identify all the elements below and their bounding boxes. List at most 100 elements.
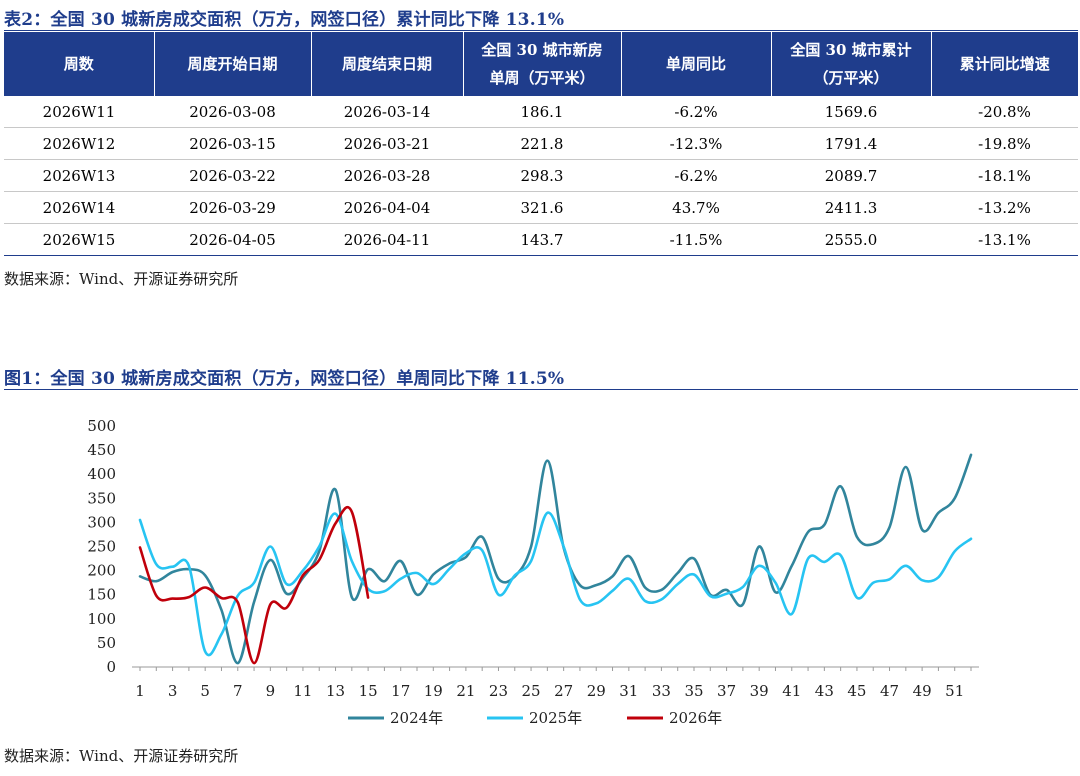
table-header-cell: 周度开始日期: [154, 32, 312, 96]
x-tick-label: 37: [717, 682, 736, 700]
table-cell: 2026W15: [4, 223, 154, 256]
x-tick-label: 33: [652, 682, 671, 700]
table-cell: -13.2%: [931, 191, 1078, 224]
series-layer: [138, 453, 973, 665]
x-tick-label: 35: [684, 682, 703, 700]
x-tick-label: 1: [135, 682, 145, 700]
table-cell: 2555.0: [771, 223, 931, 256]
table-cell: 2026W13: [4, 159, 154, 192]
y-tick-label: 200: [87, 562, 116, 580]
y-tick-label: 150: [87, 586, 116, 604]
table-header-text: 单周（万平米）: [489, 69, 595, 87]
y-tick-label: 500: [87, 417, 116, 435]
series-line-2026: [138, 505, 370, 665]
table-header-cell: 累计同比增速: [931, 32, 1078, 96]
table-row: 2026W13 2026-03-22 2026-03-28 298.3 -6.2…: [4, 159, 1078, 192]
table-row: 2026W14 2026-03-29 2026-04-04 321.6 43.7…: [4, 191, 1078, 224]
chart-legend: 2024年 2025年 2026年: [348, 709, 722, 727]
y-tick-label: 0: [106, 658, 116, 676]
x-tick-label: 31: [619, 682, 638, 700]
table-cell: 1791.4: [771, 127, 931, 160]
table-header-text: 累计同比增速: [959, 55, 1050, 73]
table-header-cell: 周度结束日期: [311, 32, 464, 96]
table-cell: 2411.3: [771, 191, 931, 224]
table-cell: 1569.6: [771, 96, 931, 128]
table-cell: 2026-03-22: [154, 159, 311, 192]
table-row: 2026W11 2026-03-08 2026-03-14 186.1 -6.2…: [4, 96, 1078, 128]
table-cell: -11.5%: [621, 223, 771, 256]
table-cell: -19.8%: [931, 127, 1078, 160]
legend-label: 2024年: [390, 709, 443, 727]
table-cell: 2026-03-15: [154, 127, 311, 160]
x-tick-label: 7: [233, 682, 243, 700]
table-row: 2026W12 2026-03-15 2026-03-21 221.8 -12.…: [4, 127, 1078, 160]
table-title-rule: [4, 30, 1078, 31]
series-line-2025: [138, 511, 973, 657]
table-row: 2026W15 2026-04-05 2026-04-11 143.7 -11.…: [4, 223, 1078, 256]
table-cell: 2026-03-21: [311, 127, 463, 160]
y-tick-label: 300: [87, 513, 116, 531]
x-tick-label: 47: [880, 682, 899, 700]
chart-title-rule: [4, 389, 1078, 390]
table-header-text: 周数: [63, 55, 94, 73]
table-header-cell: 周数: [4, 32, 155, 96]
x-tick-label: 13: [326, 682, 345, 700]
table-cell: 298.3: [463, 159, 621, 192]
x-axis: 1 3 5 7 9 11 13 15 17 19 21 23 25 27 29 31 33 35 37 39 41 43 4…: [132, 666, 979, 700]
table-header-text: 周度结束日期: [341, 55, 432, 73]
x-tick-label: 3: [168, 682, 178, 700]
table-cell: -12.3%: [621, 127, 771, 160]
table-header-text: （万平米）: [813, 69, 889, 87]
x-tick-label: 9: [266, 682, 276, 700]
table-header-row: 周数 周度开始日期 周度结束日期 全国 30 城市新房 单周（万平米） 单周同比 …: [4, 32, 1078, 96]
table-header-cell: 全国 30 城市新房 单周（万平米）: [463, 32, 622, 96]
x-tick-label: 27: [554, 682, 573, 700]
series-line-2024: [138, 453, 973, 665]
table-cell: 2026-03-28: [311, 159, 463, 192]
table-header-cell: 单周同比: [621, 32, 772, 96]
table-cell: 2026-03-14: [311, 96, 463, 128]
table-title: 表2：全国 30 城新房成交面积（万方，网签口径）累计同比下降 13.1%: [4, 10, 565, 30]
y-tick-label: 450: [87, 441, 116, 459]
table-cell: -6.2%: [621, 159, 771, 192]
x-tick-label: 43: [815, 682, 834, 700]
table-cell: 321.6: [463, 191, 621, 224]
table-header-text: 单周同比: [665, 55, 726, 73]
x-tick-label: 45: [847, 682, 866, 700]
y-tick-label: 400: [87, 465, 116, 483]
chart-title: 图1：全国 30 城新房成交面积（万方，网签口径）单周同比下降 11.5%: [4, 369, 565, 389]
x-tick-label: 25: [522, 682, 541, 700]
y-axis: 0 50 100 150 200 250 300 350 400 450 500: [87, 417, 116, 676]
table-cell: 143.7: [463, 223, 621, 256]
table-cell: 2026-04-04: [311, 191, 463, 224]
x-tick-label: 11: [293, 682, 312, 700]
table-cell: -20.8%: [931, 96, 1078, 128]
chart-source-note: 数据来源：Wind、开源证券研究所: [4, 747, 239, 765]
table-cell: 186.1: [463, 96, 621, 128]
y-tick-label: 250: [87, 538, 116, 556]
table-header-text: 全国 30 城市新房: [481, 41, 603, 59]
table-cell: 2026W11: [4, 96, 154, 128]
x-tick-label: 5: [200, 682, 210, 700]
x-tick-label: 41: [782, 682, 801, 700]
table-cell: 2026W14: [4, 191, 154, 224]
legend-label: 2025年: [529, 709, 582, 727]
y-tick-label: 350: [87, 489, 116, 507]
x-tick-label: 51: [945, 682, 964, 700]
legend-label: 2026年: [669, 709, 722, 727]
table-cell: 43.7%: [621, 191, 771, 224]
table-cell: -13.1%: [931, 223, 1078, 256]
table-cell: 2026-04-05: [154, 223, 311, 256]
x-tick-label: 23: [489, 682, 508, 700]
table-cell: 2026-04-11: [311, 223, 463, 256]
x-tick-label: 15: [359, 682, 378, 700]
table-cell: -6.2%: [621, 96, 771, 128]
x-tick-label: 49: [913, 682, 932, 700]
y-tick-label: 50: [97, 634, 116, 652]
x-tick-label: 39: [750, 682, 769, 700]
table-source-note: 数据来源：Wind、开源证券研究所: [4, 270, 239, 288]
housing-weekly-table: 周数 周度开始日期 周度结束日期 全国 30 城市新房 单周（万平米） 单周同比 …: [4, 32, 1078, 256]
table-cell: 221.8: [463, 127, 621, 160]
x-tick-label: 21: [456, 682, 475, 700]
x-tick-label: 17: [391, 682, 410, 700]
